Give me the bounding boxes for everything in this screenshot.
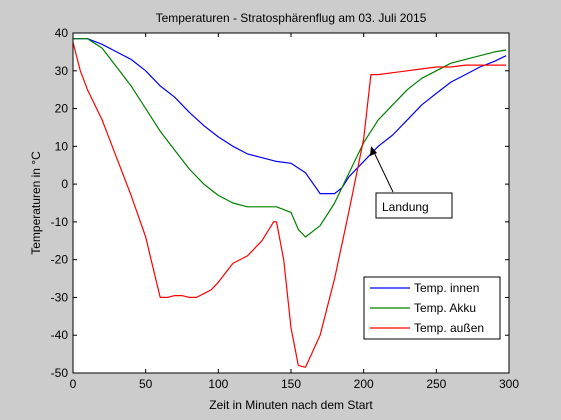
x-tick-label: 300: [499, 377, 519, 391]
legend: Temp. innen Temp. Akku Temp. außen: [363, 276, 501, 340]
plot-frame: [72, 32, 510, 374]
x-tick-label: 200: [354, 377, 374, 391]
landung-arrow: [372, 149, 394, 193]
x-tick-label: 150: [281, 377, 301, 391]
y-tick-label: 30: [55, 64, 69, 78]
y-tick-label: 10: [55, 139, 69, 153]
y-tick-label: -30: [51, 290, 69, 304]
legend-label-innen: Temp. innen: [414, 281, 479, 295]
y-tick-label: 0: [61, 177, 68, 191]
y-tick-label: -40: [51, 328, 69, 342]
landung-annotation: Landung: [370, 146, 453, 219]
series-line-innen: [73, 38, 507, 195]
axis-ticks: 0 50 100 150 200 250 300403020100-10-20-30-40-…: [51, 26, 520, 391]
y-tick-label: 20: [55, 102, 69, 116]
legend-label-aussen: Temp. außen: [414, 321, 484, 335]
x-tick-label: 0: [70, 377, 77, 391]
y-tick-label: -10: [51, 215, 69, 229]
x-tick-label: 250: [426, 377, 446, 391]
series-lines: [72, 38, 507, 368]
y-tick-label: -50: [51, 366, 69, 380]
chart-title: Temperaturen - Stratosphärenflug am 03. …: [156, 11, 427, 25]
x-axis-label: Zeit in Minuten nach dem Start: [209, 398, 373, 412]
landung-arrowhead: [370, 146, 377, 156]
y-tick-label: -20: [51, 253, 69, 267]
legend-label-akku: Temp. Akku: [414, 301, 476, 315]
y-tick-label: 40: [55, 26, 69, 40]
series-line-akku: [73, 38, 507, 238]
landung-box: [375, 192, 453, 219]
x-tick-label: 50: [139, 377, 153, 391]
landung-label: Landung: [382, 200, 429, 214]
x-tick-label: 100: [208, 377, 228, 391]
y-axis-label: Temperaturen in °C: [29, 151, 43, 255]
series-line-aussen: [72, 42, 507, 368]
